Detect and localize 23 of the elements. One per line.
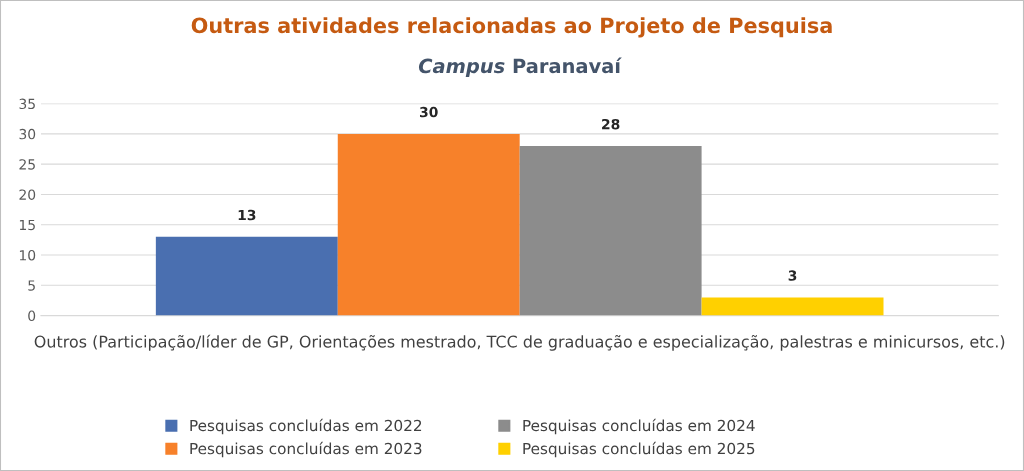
y-tick-label: 25 xyxy=(19,159,35,170)
data-label: 3 xyxy=(788,270,797,281)
data-label: 28 xyxy=(602,118,620,130)
legend-label: Pesquisas concluídas em 2024 xyxy=(523,418,755,435)
bar xyxy=(519,146,702,316)
legend-label: Pesquisas concluídas em 2022 xyxy=(190,418,422,435)
y-tick-label: 30 xyxy=(19,128,36,140)
y-tick-label: 0 xyxy=(28,310,36,322)
y-tick-label: 35 xyxy=(19,98,35,110)
bar xyxy=(337,133,520,316)
y-tick-label: 20 xyxy=(19,189,36,200)
y-tick-label: 5 xyxy=(28,280,35,291)
legend-label: Pesquisas concluídas em 2025 xyxy=(523,441,755,458)
y-tick-label: 10 xyxy=(19,249,36,261)
legend-label: Pesquisas concluídas em 2023 xyxy=(190,441,422,458)
bar xyxy=(155,236,338,316)
bar xyxy=(701,297,884,316)
x-tick-label: Outros (Participação/líder de GP, Orientações mestrado, TCC de graduação e especialização, palestras e minicursos, etc.) xyxy=(34,334,1005,351)
data-label: 13 xyxy=(238,209,256,221)
y-tick-label: 15 xyxy=(19,219,35,231)
data-label: 30 xyxy=(419,106,438,118)
chart-subtitle: Campus Paranavaí xyxy=(418,57,622,78)
chart-title: Outras atividades relacionadas ao Projeto de Pesquisa xyxy=(191,17,832,38)
